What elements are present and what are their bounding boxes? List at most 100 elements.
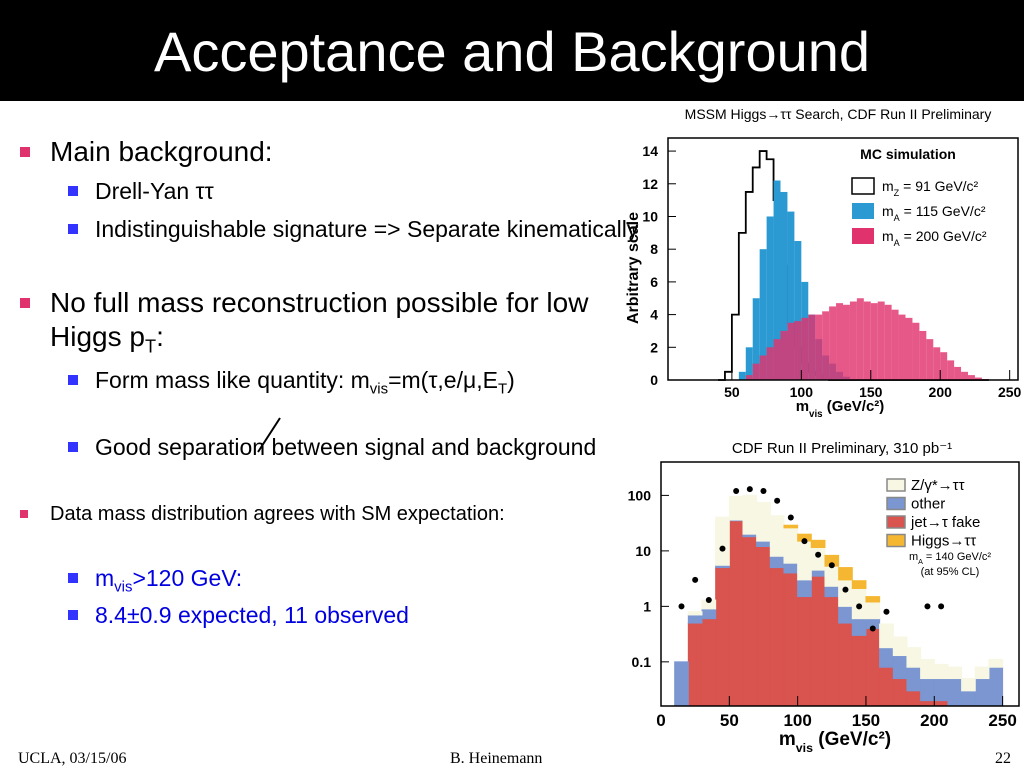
data-point: [678, 603, 685, 610]
y-tick-label: 0: [650, 372, 658, 388]
histogram-bar: [838, 622, 853, 707]
data-point: [815, 551, 822, 558]
bullet: Good separation between signal and backg…: [20, 432, 685, 463]
pointer-line: [257, 417, 281, 453]
text-run: m: [909, 551, 918, 563]
text-run: Z/γ*→ττ: [911, 477, 965, 494]
histogram-bar: [843, 304, 850, 380]
histogram-bar: [933, 663, 949, 680]
x-tick-label: 200: [920, 711, 948, 730]
x-tick-label: 100: [783, 711, 811, 730]
footer-center: B. Heinemann: [450, 750, 543, 767]
histogram-bar: [783, 572, 799, 707]
histogram-bar: [728, 495, 744, 521]
histogram-bar: [752, 298, 760, 380]
y-tick-label: 2: [650, 339, 658, 355]
histogram-bar: [794, 241, 802, 380]
bullet-marker: [68, 224, 78, 234]
text-run: m: [95, 565, 115, 591]
histogram-bar: [824, 596, 840, 707]
histogram-bar: [961, 371, 968, 380]
text-run: Higgs→ττ: [911, 533, 976, 550]
legend-label: Higgs→ττ: [911, 533, 976, 550]
text-run: No full mass reconstruction possible for…: [50, 287, 589, 352]
text-run: jet→τ fake: [910, 514, 980, 531]
histogram-bar: [879, 666, 894, 707]
x-tick-label: 250: [998, 384, 1022, 400]
histogram-bar: [851, 634, 867, 707]
text-run: Drell-Yan ττ: [95, 178, 214, 204]
bullet-marker: [68, 442, 78, 452]
text-run: vis: [796, 741, 813, 755]
text-run: m: [882, 228, 894, 244]
text-run: T: [497, 380, 508, 398]
y-tick-label: 10: [642, 208, 658, 224]
histogram-bar: [877, 301, 885, 380]
histogram-bar: [824, 585, 840, 598]
histogram-bar: [920, 678, 935, 702]
data-point: [869, 625, 876, 632]
histogram-bar: [810, 575, 826, 707]
histogram-bar: [801, 317, 809, 380]
histogram-bar: [836, 303, 843, 380]
chart-title: CDF Run II Preliminary, 310 pb⁻¹: [732, 440, 952, 457]
bullet: No full mass reconstruction possible for…: [20, 286, 640, 364]
histogram-bar: [906, 690, 922, 707]
histogram-bar: [715, 567, 730, 707]
histogram-bar: [906, 647, 922, 668]
text-run: =m(τ,e/μ,E: [388, 367, 498, 393]
bullet-marker: [68, 186, 78, 196]
slide-title: Acceptance and Background: [0, 0, 1024, 101]
histogram-bar: [865, 627, 881, 707]
text-run: Good separation between signal and backg…: [95, 434, 597, 460]
histogram-bar: [870, 303, 878, 380]
histogram-bar: [919, 330, 927, 380]
legend-title: MC simulation: [860, 146, 956, 162]
histogram-bar: [701, 608, 717, 620]
histogram-bar: [905, 317, 913, 380]
bullet-marker: [20, 510, 28, 518]
histogram-bar: [738, 371, 746, 380]
bullet: mvis>120 GeV:: [20, 563, 685, 603]
data-point: [760, 488, 767, 495]
histogram-bar: [838, 567, 853, 581]
histogram-bar: [769, 555, 785, 569]
histogram-bar: [838, 605, 853, 624]
histogram-bar: [773, 339, 781, 380]
data-point: [719, 545, 726, 552]
text-run: = 115 GeV/c²: [900, 203, 986, 219]
legend-label: mZ = 91 GeV/c²: [882, 178, 979, 198]
text-run: Z: [894, 188, 900, 198]
histogram-bar: [780, 191, 788, 380]
annotation: (at 95% CL): [921, 566, 980, 578]
y-tick-label: 100: [628, 487, 652, 503]
histogram-bar: [920, 700, 935, 707]
histogram-bar: [920, 659, 935, 680]
legend-swatch: [852, 203, 874, 219]
text-run: Indistinguishable signature => Separate …: [95, 216, 639, 242]
text-run: = 140 GeV/c²: [923, 551, 992, 563]
legend-label: Z/γ*→ττ: [911, 477, 965, 494]
plot-frame: [667, 137, 1019, 381]
x-axis-label: mvis (GeV/c²): [796, 398, 885, 420]
data-point: [924, 603, 931, 610]
histogram-bar: [794, 321, 802, 380]
histogram-bar: [745, 347, 753, 380]
histogram-bar: [769, 567, 785, 707]
y-tick-label: 12: [642, 176, 658, 192]
histogram-bar: [756, 501, 771, 542]
text-run: :: [156, 321, 164, 352]
bullet: Main background:: [20, 135, 640, 169]
histogram-bar: [756, 545, 771, 707]
legend-swatch: [886, 533, 906, 548]
text-run: = 200 GeV/c²: [900, 228, 987, 244]
histogram-bar: [797, 540, 812, 581]
bullet-marker: [20, 298, 30, 308]
legend-swatch: [852, 228, 874, 244]
histogram-bar: [974, 377, 982, 380]
text-run: ): [507, 367, 515, 393]
histogram-bar: [879, 623, 894, 649]
data-point: [692, 576, 699, 583]
